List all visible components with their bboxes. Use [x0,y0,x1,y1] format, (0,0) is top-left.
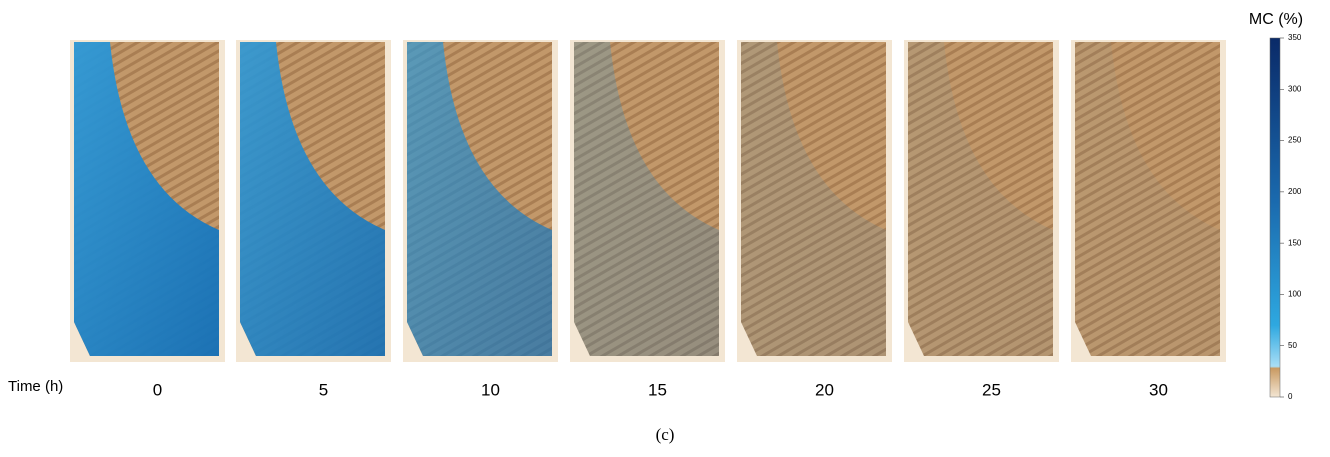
time-label: 15 [648,380,667,399]
moisture-region [407,42,552,356]
time-label: 5 [319,380,328,399]
colorbar-title: MC (%) [1249,11,1303,28]
colorbar-tick-label: 0 [1288,392,1293,401]
moisture-region [240,42,385,356]
moisture-region [574,42,719,356]
moisture-region [74,42,219,356]
colorbar-tick-label: 200 [1288,187,1302,196]
colorbar-tick-label: 50 [1288,341,1297,350]
time-label: 25 [982,380,1001,399]
colorbar-tick-label: 250 [1288,136,1302,145]
colorbar-tick-label: 150 [1288,238,1302,247]
row-label: Time (h) [8,378,63,395]
colorbar-tick-label: 100 [1288,290,1302,299]
colorbar-tick-label: 350 [1288,33,1302,42]
moisture-region [908,42,1053,356]
moisture-region [741,42,886,356]
colorbar-tick-label: 300 [1288,84,1302,93]
moisture-region [1075,42,1220,356]
time-label: 20 [815,380,834,399]
caption: (c) [656,425,675,444]
colorbar [1269,37,1281,398]
time-label: 10 [481,380,500,399]
time-label: 30 [1149,380,1168,399]
time-label: 0 [153,380,162,399]
